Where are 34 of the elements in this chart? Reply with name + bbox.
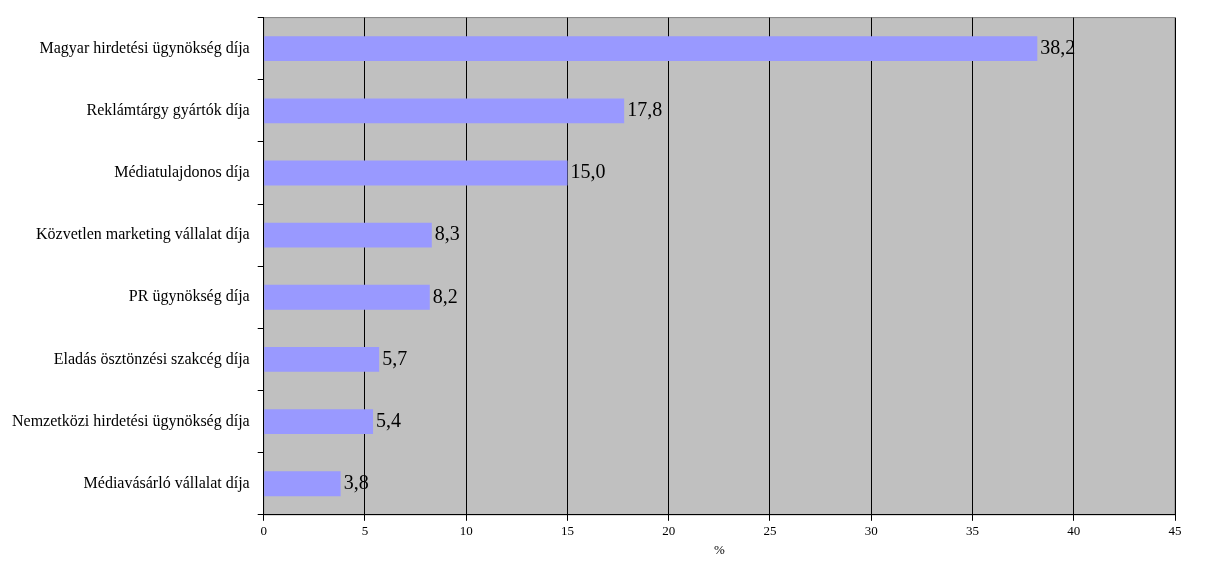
x-tick-label: 40 — [1067, 523, 1081, 539]
x-tick-label: 45 — [1168, 523, 1182, 539]
x-tick-label: 35 — [965, 523, 979, 539]
x-tick-label: 0 — [260, 523, 267, 539]
y-tick-label: Médiatulajdonos díja — [114, 163, 250, 182]
bar — [264, 160, 568, 186]
bar — [264, 98, 625, 124]
x-tick-label: 30 — [864, 523, 878, 539]
data-label: 17,8 — [627, 98, 663, 121]
x-axis-title: % — [713, 541, 725, 557]
data-label: 8,2 — [432, 284, 458, 307]
data-label: 5,4 — [376, 408, 402, 431]
x-tick-label: 25 — [763, 523, 777, 539]
data-label: 8,3 — [434, 222, 460, 245]
y-tick-label: Közvetlen marketing vállalat díja — [36, 225, 250, 244]
bar — [264, 36, 1038, 62]
y-tick-label: Nemzetközi hirdetési ügynökség díja — [11, 411, 250, 430]
y-tick-label: PR ügynökség díja — [128, 287, 250, 306]
x-tick-label: 10 — [459, 523, 473, 539]
data-label: 15,0 — [570, 160, 606, 183]
x-tick-label: 20 — [662, 523, 676, 539]
y-tick-label: Magyar hirdetési ügynökség díja — [39, 38, 250, 57]
x-tick-label: 15 — [560, 523, 574, 539]
bar — [264, 409, 374, 435]
data-label: 38,2 — [1040, 35, 1076, 58]
y-tick-label: Eladás ösztönzési szakcég díja — [53, 349, 250, 368]
bar — [264, 471, 341, 497]
y-tick-label: Reklámtárgy gyártók díja — [86, 101, 250, 120]
data-label: 5,7 — [382, 346, 408, 369]
y-tick-label: Médiavásárló vállalat díja — [83, 473, 250, 492]
bar — [264, 284, 430, 310]
x-tick-label: 5 — [361, 523, 369, 539]
bar — [264, 222, 432, 248]
bar — [264, 347, 380, 372]
